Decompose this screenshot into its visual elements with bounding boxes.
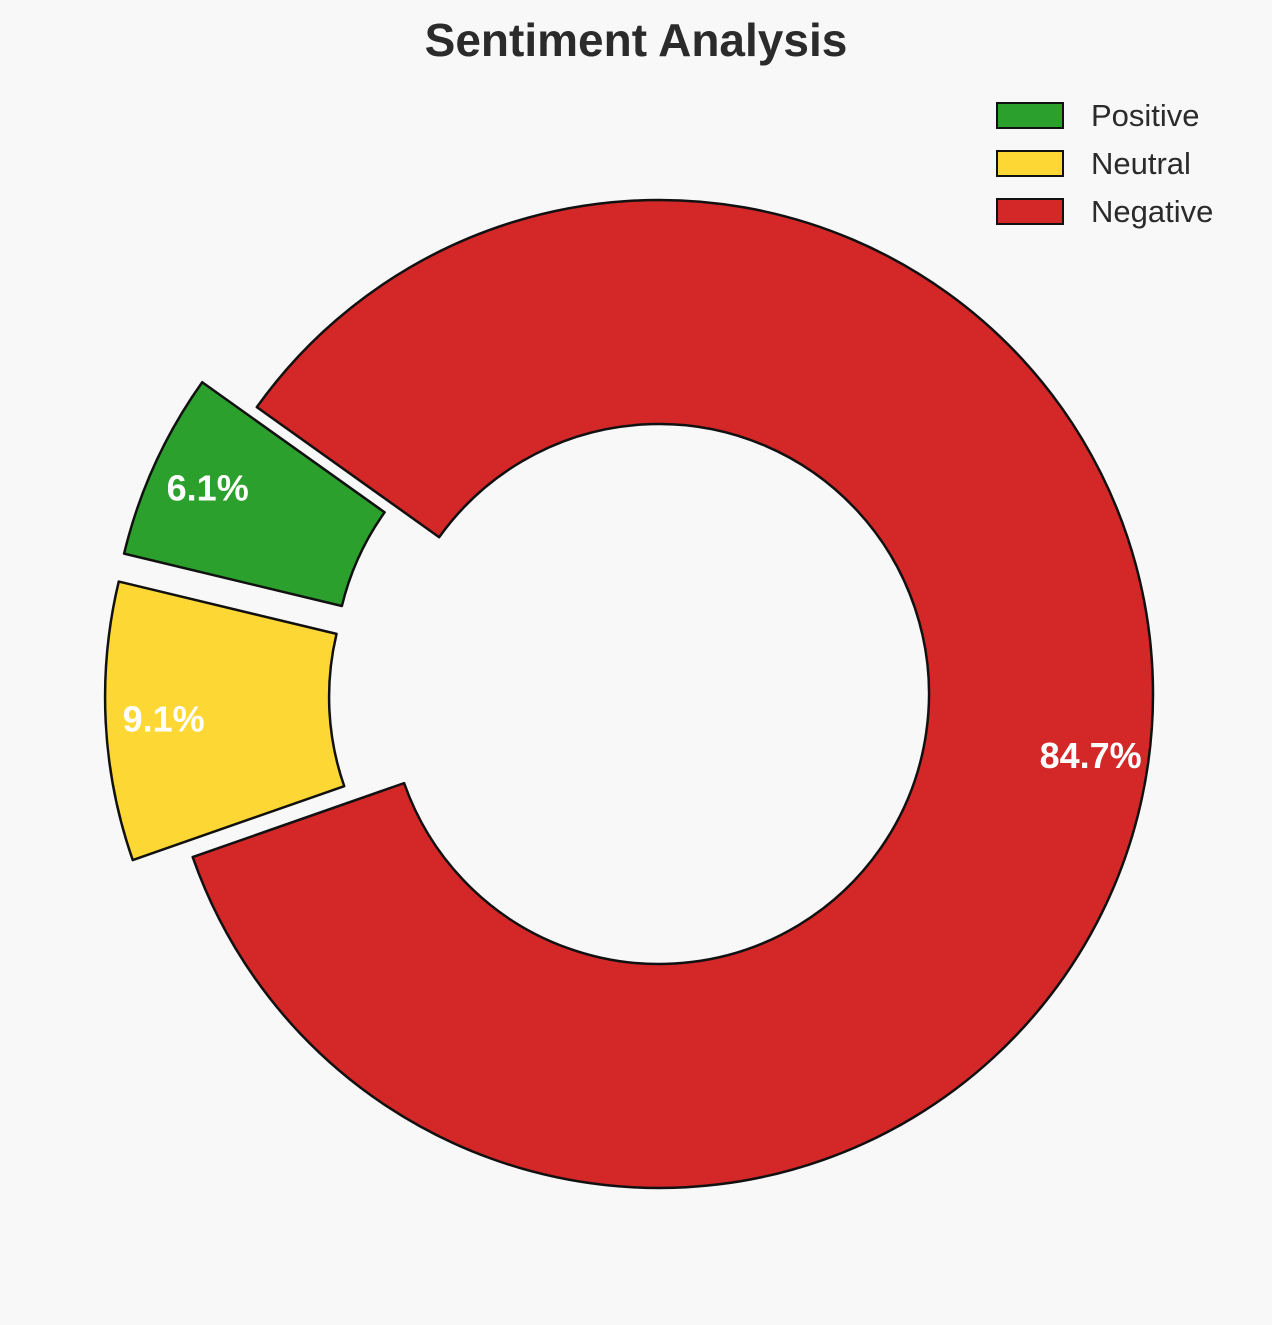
- slice-neutral[interactable]: [103, 580, 346, 862]
- legend-label-neutral: Neutral: [1091, 146, 1191, 181]
- legend-item-negative[interactable]: Negative: [996, 194, 1213, 229]
- legend-item-positive[interactable]: Positive: [996, 98, 1200, 133]
- chart-title: Sentiment Analysis: [425, 14, 848, 66]
- slice-positive[interactable]: [122, 380, 386, 608]
- donut-slices: [103, 198, 1155, 1190]
- percent-label-neutral: 9.1%: [123, 698, 205, 739]
- legend-item-neutral[interactable]: Neutral: [996, 146, 1191, 181]
- legend: Positive Neutral Negative: [996, 98, 1213, 229]
- legend-swatch-positive: [996, 102, 1064, 129]
- slice-negative[interactable]: [191, 198, 1155, 1190]
- percent-label-positive: 6.1%: [167, 468, 249, 509]
- legend-swatch-neutral: [996, 150, 1064, 177]
- legend-swatch-negative: [996, 198, 1064, 225]
- percent-label-negative: 84.7%: [1040, 735, 1142, 776]
- legend-label-negative: Negative: [1091, 194, 1213, 229]
- legend-label-positive: Positive: [1091, 98, 1200, 133]
- percent-labels: 6.1% 9.1% 84.7%: [123, 468, 1142, 776]
